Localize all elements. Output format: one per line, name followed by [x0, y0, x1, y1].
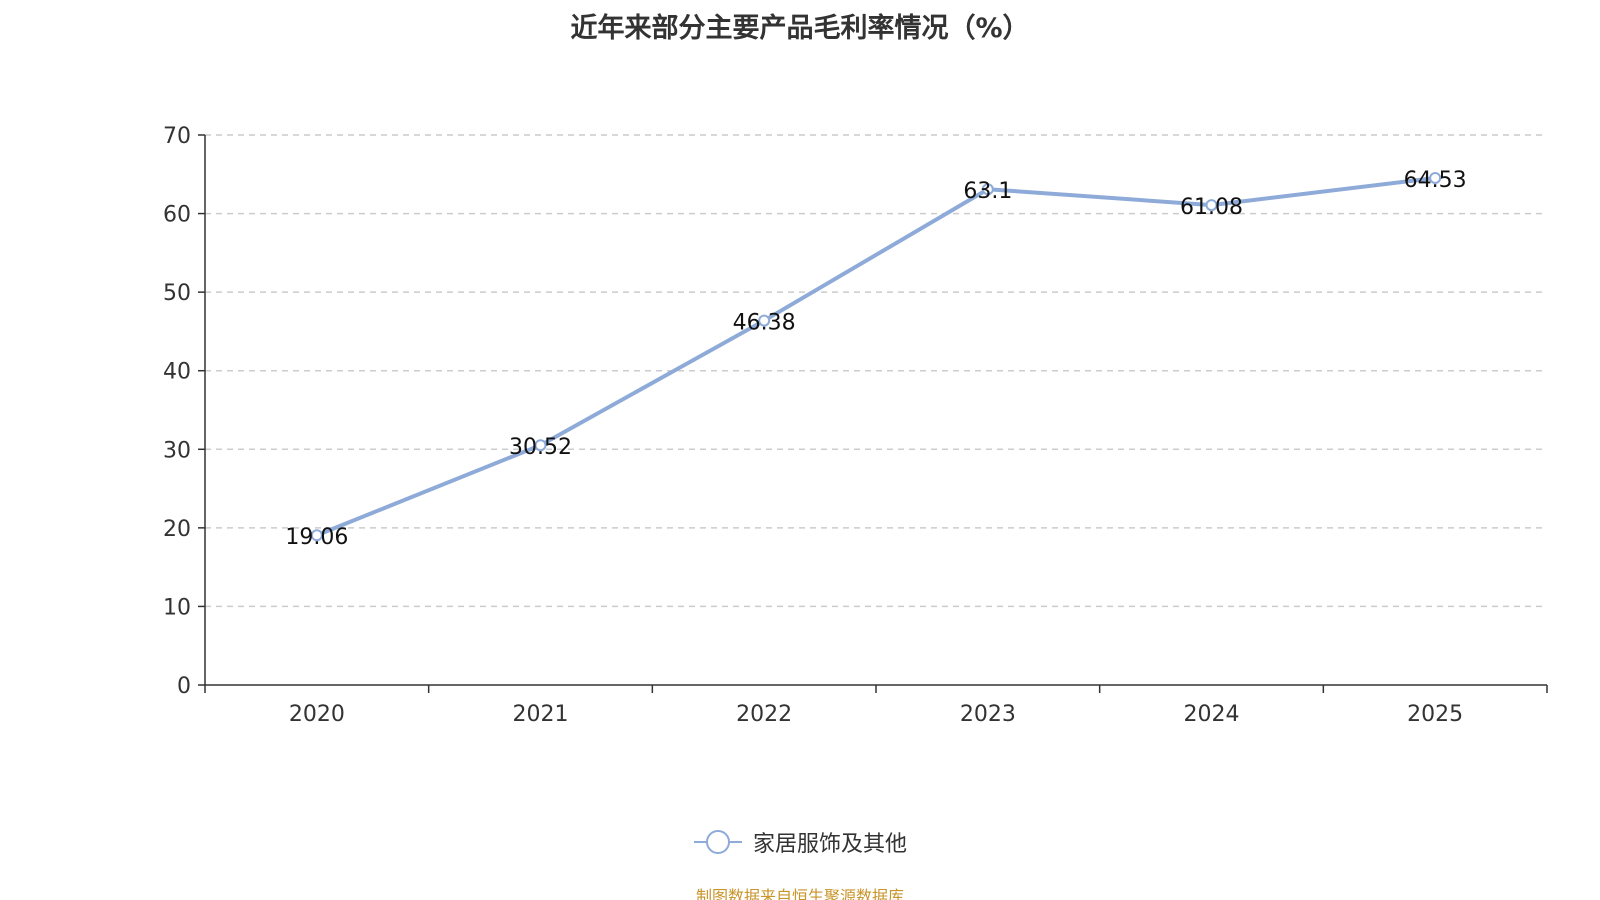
data-label: 30.52: [509, 435, 572, 460]
y-tick-label: 60: [163, 203, 191, 228]
chart-title: 近年来部分主要产品毛利率情况（%）: [570, 13, 1030, 44]
legend-line-marker-icon: [693, 830, 742, 854]
source-note: 制图数据来自恒生聚源数据库: [695, 887, 904, 900]
y-tick-label: 0: [177, 674, 191, 699]
x-tick-label: 2024: [1184, 702, 1240, 727]
x-tick-label: 2025: [1407, 702, 1463, 727]
data-point: [1429, 171, 1442, 184]
legend-label: 家居服饰及其他: [752, 832, 907, 857]
data-label: 46.38: [733, 311, 796, 336]
data-label: 61.08: [1180, 195, 1243, 220]
data-point: [981, 183, 994, 196]
data-label: 19.06: [285, 525, 348, 550]
series-line: [314, 175, 1438, 538]
y-tick-label: 70: [163, 124, 191, 149]
y-tick-label: 40: [163, 360, 191, 385]
y-tick-label: 50: [163, 281, 191, 306]
y-tick-label: 20: [163, 517, 191, 542]
legend-item[interactable]: 家居服饰及其他: [693, 826, 907, 858]
x-tick-label: 2022: [736, 702, 792, 727]
data-label: 64.53: [1404, 168, 1467, 193]
x-tick-label: 2023: [960, 702, 1016, 727]
x-tick-label: 2020: [289, 702, 345, 727]
y-tick-label: 10: [163, 595, 191, 620]
data-point: [310, 529, 323, 542]
y-tick-label: 30: [163, 438, 191, 463]
data-label: 63.1: [963, 179, 1012, 204]
data-point: [534, 439, 547, 452]
x-tick-label: 2021: [513, 702, 569, 727]
data-point: [758, 314, 771, 327]
data-point: [1205, 199, 1218, 212]
legend: 家居服饰及其他: [0, 826, 1600, 858]
